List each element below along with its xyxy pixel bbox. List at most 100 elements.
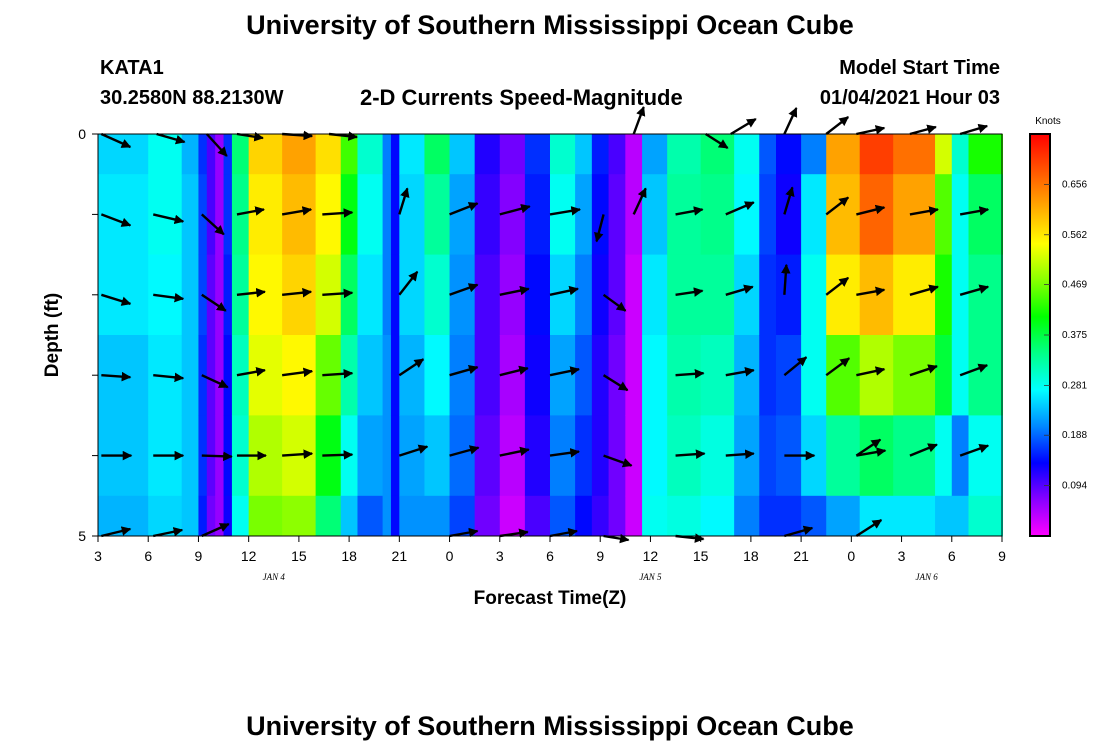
heatmap-cell: [382, 495, 392, 537]
heatmap-cell: [215, 495, 225, 537]
heatmap-cell: [575, 174, 593, 256]
heatmap-cell: [390, 495, 400, 537]
heatmap-cell: [524, 495, 551, 537]
current-vector: [499, 446, 530, 457]
heatmap-cell: [667, 174, 702, 256]
heatmap-cell: [181, 495, 199, 537]
station-id: KATA1: [100, 57, 164, 79]
heatmap-cell: [968, 174, 1003, 256]
heatmap-cell: [826, 335, 861, 416]
heatmap-cell: [223, 174, 233, 256]
colorbar-tick-label: 0.094: [1062, 481, 1087, 492]
heatmap-cell: [550, 495, 576, 537]
x-tick-label: 6: [144, 548, 152, 564]
x-tick-label: 9: [195, 548, 203, 564]
heatmap-cell: [801, 134, 827, 175]
heatmap-cell: [642, 495, 668, 537]
heatmap-cell: [734, 174, 760, 256]
heatmap-cell: [935, 254, 953, 336]
colorbar-tick-label: 0.281: [1062, 380, 1087, 391]
x-tick-label: 0: [847, 548, 855, 564]
colorbar: Knots 0.656 0.562 0.469 0.375 0.281 0.188 0.09…: [1029, 116, 1087, 537]
heatmap-cell: [223, 495, 233, 537]
heatmap-cell: [968, 254, 1003, 336]
heatmap-cell: [357, 495, 384, 537]
colorbar-tick-label: 0.562: [1062, 230, 1087, 241]
current-vector: [201, 293, 227, 312]
heatmap-cell: [968, 134, 1003, 175]
heatmap-cell: [474, 254, 501, 336]
current-vector: [603, 454, 633, 468]
heatmap-cell: [223, 254, 233, 336]
heatmap-cell: [357, 174, 384, 256]
current-vector: [201, 522, 230, 538]
page-title-top: University of Southern Mississippi Ocean…: [246, 10, 854, 40]
heatmap-cell: [282, 495, 317, 537]
heatmap-cell: [524, 174, 551, 256]
heatmap-cell: [608, 254, 626, 336]
current-vector: [153, 292, 185, 303]
heatmap-cell: [282, 134, 317, 175]
current-vector: [398, 358, 425, 377]
heatmap-cell: [231, 495, 250, 537]
heatmap-cell: [390, 335, 400, 416]
heatmap-cell: [591, 495, 610, 537]
heatmap-cell: [499, 495, 526, 537]
heatmap-cell: [642, 254, 668, 336]
heatmap-cell: [968, 335, 1003, 416]
x-tick-label: 9: [998, 548, 1006, 564]
heatmap-cell: [859, 335, 894, 416]
heatmap-cell: [206, 134, 216, 175]
current-vector: [101, 526, 132, 538]
x-tick-label: 3: [898, 548, 906, 564]
current-vector: [101, 371, 132, 382]
heatmap-cell: [382, 174, 392, 256]
heatmap-cell: [801, 174, 827, 256]
current-vector: [603, 533, 630, 544]
current-vector: [783, 107, 798, 135]
heatmap-cell: [390, 415, 400, 497]
model-start-value: 01/04/2021 Hour 03: [819, 87, 1000, 109]
heatmap-cell: [575, 495, 593, 537]
current-vector: [499, 528, 529, 538]
heatmap-cell: [399, 335, 425, 416]
heatmap-cell: [382, 254, 392, 336]
current-vector: [959, 284, 990, 296]
heatmap-cell: [859, 415, 894, 497]
current-vector: [825, 116, 849, 135]
heatmap-cell: [935, 174, 953, 256]
current-vector: [100, 213, 132, 227]
heatmap-cell: [181, 174, 199, 256]
heatmap-cell: [759, 335, 777, 416]
current-vector: [959, 206, 990, 216]
current-vector: [594, 214, 605, 243]
heatmap-cell: [625, 134, 643, 175]
x-tick-label: 15: [291, 548, 307, 564]
current-vector: [282, 287, 313, 298]
heatmap-cell: [642, 335, 668, 416]
day-label: JAN 6: [916, 572, 939, 582]
current-vector: [959, 123, 989, 136]
heatmap-cell: [231, 134, 250, 175]
heatmap-cell: [499, 335, 526, 416]
heatmap-cell: [98, 134, 149, 175]
speed-heatmap: [98, 134, 1003, 537]
heatmap-cell: [524, 134, 551, 175]
colorbar-tick-label: 0.469: [1062, 280, 1087, 291]
current-vector: [675, 206, 704, 216]
current-vector: [632, 106, 646, 135]
current-vector: [499, 365, 529, 377]
heatmap-cell: [591, 134, 610, 175]
x-tick-label: 12: [643, 548, 659, 564]
heatmap-cell: [826, 134, 861, 175]
current-vector: [449, 445, 480, 457]
current-vector: [499, 285, 530, 296]
x-tick-label: 6: [546, 548, 554, 564]
heatmap-cell: [591, 415, 610, 497]
x-tick-label: 6: [948, 548, 956, 564]
current-vector: [549, 448, 580, 458]
heatmap-cell: [951, 134, 970, 175]
current-vector: [632, 187, 647, 215]
current-vector: [825, 357, 850, 377]
heatmap-cell: [591, 174, 610, 256]
